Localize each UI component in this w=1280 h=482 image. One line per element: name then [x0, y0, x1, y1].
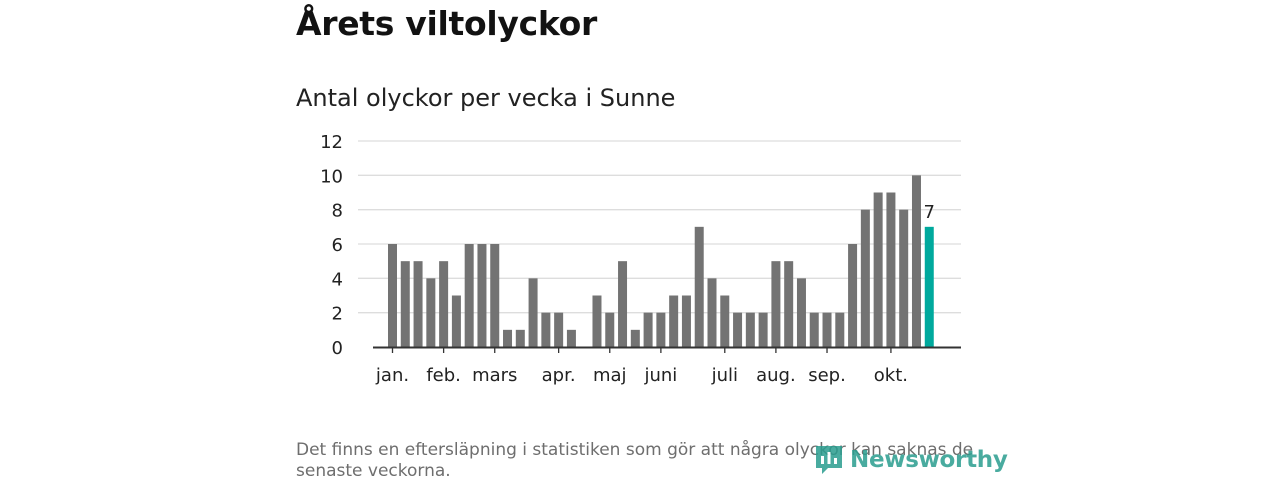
bar	[528, 278, 538, 347]
bar	[554, 312, 564, 347]
x-axis-labels: jan. feb. mars apr. maj juni juli aug. sep. okt.	[375, 365, 908, 386]
bar	[720, 295, 730, 347]
bar	[592, 295, 602, 347]
bar	[541, 312, 551, 347]
x-tick-label: maj	[593, 365, 627, 386]
bar	[618, 261, 628, 347]
bar-current-week	[924, 226, 934, 347]
x-tick-label: juli	[711, 365, 738, 386]
bar	[886, 192, 896, 347]
bar	[733, 312, 743, 347]
bar	[426, 278, 436, 347]
bar	[796, 278, 806, 347]
x-tick-label: juni	[643, 365, 677, 386]
y-axis-labels: 0 2 4 6 8 10 12	[320, 132, 343, 359]
y-tick-label: 8	[332, 201, 343, 222]
gridlines	[358, 140, 961, 314]
bar	[490, 244, 500, 347]
y-tick-label: 12	[320, 132, 343, 153]
bars: 7	[388, 175, 935, 347]
bar	[809, 312, 819, 347]
x-tick-label: sep.	[808, 365, 846, 386]
bar	[771, 261, 781, 347]
bar	[630, 329, 640, 347]
x-tick-label: feb.	[426, 365, 461, 386]
bar	[707, 278, 717, 347]
bar	[605, 312, 615, 347]
bar-chart: 0 2 4 6 8 10 12 7 jan. feb. mars apr. maj juni juli a…	[320, 132, 961, 386]
bar	[669, 295, 679, 347]
y-tick-label: 6	[332, 235, 343, 256]
bar	[451, 295, 461, 347]
bar	[477, 244, 487, 347]
bar	[400, 261, 410, 347]
y-tick-label: 2	[332, 304, 343, 325]
last-value-label: 7	[924, 202, 935, 223]
bar	[656, 312, 666, 347]
bar	[835, 312, 845, 347]
bar	[413, 261, 423, 347]
x-tick-label: aug.	[756, 365, 796, 386]
bar	[464, 244, 474, 347]
bar	[515, 329, 525, 347]
bar	[681, 295, 691, 347]
bar	[439, 261, 449, 347]
bar	[758, 312, 768, 347]
footnote: Det finns en eftersläpning i statistiken…	[296, 440, 974, 481]
x-tick-label: mars	[472, 365, 517, 386]
x-tick-label: okt.	[874, 365, 908, 386]
x-tick-label: jan.	[375, 365, 409, 386]
bar	[899, 209, 909, 347]
bar	[822, 312, 832, 347]
y-tick-label: 10	[320, 166, 343, 187]
bar	[388, 244, 397, 347]
bar	[873, 192, 883, 347]
y-tick-label: 0	[332, 338, 343, 359]
x-tick-label: apr.	[542, 365, 576, 386]
newsworthy-logo-icon	[816, 446, 842, 474]
bar	[848, 244, 858, 347]
chart-subtitle: Antal olyckor per vecka i Sunne	[296, 84, 676, 112]
bar	[745, 312, 755, 347]
bar	[643, 312, 653, 347]
x-axis	[373, 346, 961, 353]
bar	[566, 329, 576, 347]
bar	[911, 175, 921, 347]
newsworthy-logo: Newsworthy	[814, 444, 1008, 476]
logo-text: Newsworthy	[850, 447, 1008, 473]
bar	[694, 226, 704, 347]
bar	[860, 209, 870, 347]
bar	[784, 261, 794, 347]
bar	[503, 329, 513, 347]
chart-title: Årets viltolyckor	[296, 4, 597, 43]
y-tick-label: 4	[332, 269, 343, 290]
